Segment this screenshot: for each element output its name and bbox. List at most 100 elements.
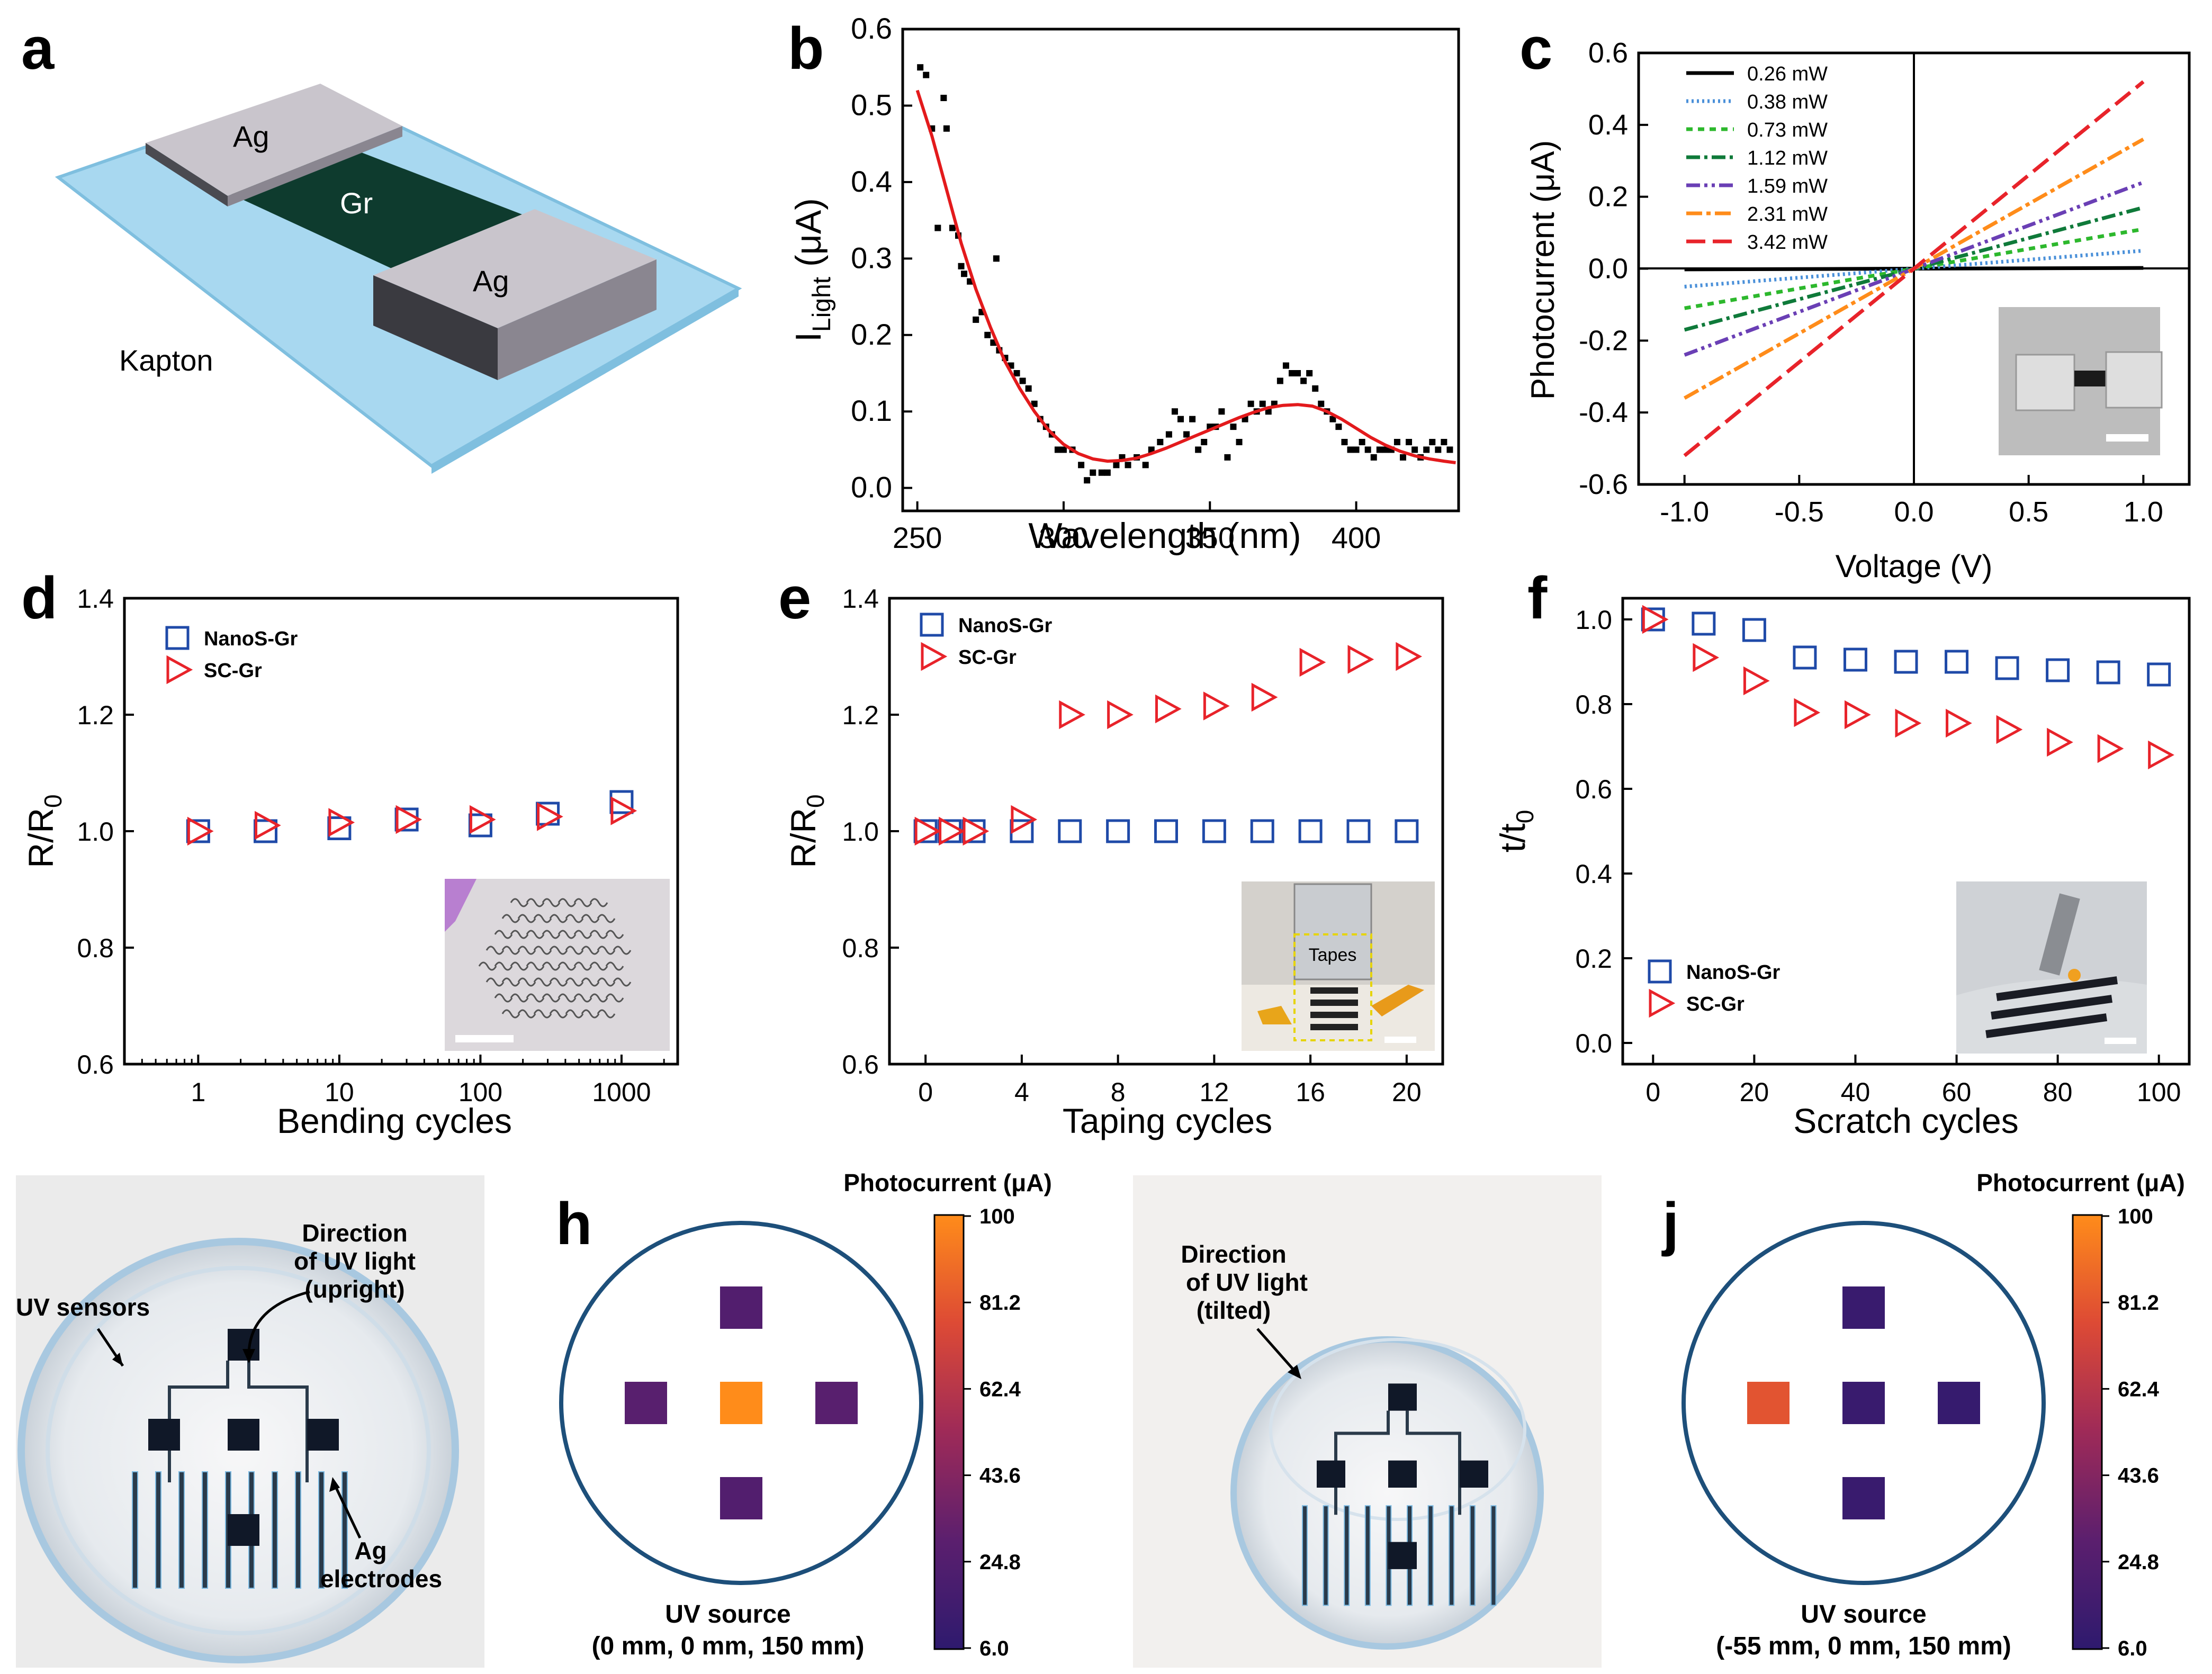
g-device-sensor-right (307, 1419, 339, 1451)
h-cell-bottom (720, 1477, 762, 1519)
chart-f-legend-marker (1649, 988, 1676, 1018)
chart-d-inset-mesh-unit (494, 993, 513, 1003)
chart-b-fit-curve (915, 89, 1456, 464)
chart-d-point-square (609, 790, 634, 814)
chart-b-point (1098, 469, 1105, 476)
g-device-electrode-line (272, 1471, 278, 1589)
panel-letter-d: d (21, 565, 57, 631)
device-schematic: Ag Gr Ag Kapton (55, 84, 742, 474)
chart-b-point (949, 224, 956, 231)
chart-d-xtick-label: 100 (458, 1077, 502, 1107)
chart-e-xtick-label: 8 (1111, 1077, 1126, 1107)
chart-b-ylabel-unit: (μA) (788, 198, 829, 277)
chart-d-point-triangle (395, 805, 422, 834)
h-colorbar (933, 1214, 965, 1650)
chart-e-point-square (1202, 819, 1226, 843)
i-label-direction-3: (tilted) (1197, 1297, 1271, 1324)
chart-f-point-square (1742, 618, 1766, 642)
chart-c-ytick-label: -0.4 (1579, 397, 1628, 428)
chart-d-inset-mesh-unit (581, 1009, 600, 1019)
heatmap-j: 100 81.2 62.4 43.6 24.8 6.0 Photocurrent (μA)… (1682, 1169, 2185, 1660)
chart-f: 0 20 40 60 80 100 0.0 0.2 0.4 0.6 0.8 1.0 NanoS-Gr S… (1493, 597, 2191, 1140)
chart-b-point (1078, 462, 1085, 469)
chart-b-ytick-label: 0.5 (851, 88, 892, 121)
chart-b-point (958, 263, 965, 269)
j-colorbar-tick-label: 81.2 (2118, 1291, 2159, 1315)
chart-d-inset-mesh-unit (542, 961, 561, 971)
chart-d-inset-mesh-unit (605, 930, 624, 939)
photo-i: Direction of UV light (tilted) (1133, 1175, 1602, 1668)
chart-f-point-square (1894, 650, 1918, 674)
chart-e-legend-marker (921, 642, 948, 671)
chart-b-point (934, 224, 941, 231)
chart-e-ytick-label: 0.6 (842, 1050, 879, 1079)
chart-c-legend-label: 0.73 mW (1747, 119, 1828, 141)
chart-e-ylabel: R/R0 (784, 794, 829, 868)
chart-c-ytick-label: 0.4 (1588, 109, 1628, 141)
chart-f-point-triangle (1693, 643, 1720, 672)
h-cell-right (815, 1382, 858, 1424)
label-gr: Gr (340, 186, 373, 220)
chart-b-point (1329, 416, 1336, 422)
g-label-direction-1: Direction (302, 1219, 407, 1247)
chart-d-inset-mesh-unit (533, 1009, 552, 1019)
chart-b-point (1400, 454, 1406, 461)
chart-d-inset-mesh-unit (485, 946, 505, 955)
j-colorbar-tick-label: 100 (2118, 1205, 2153, 1228)
j-dish-outline (1682, 1221, 2046, 1585)
chart-b-ytick-label: 0.2 (851, 318, 892, 351)
chart-f-xtick-label: 40 (1841, 1077, 1871, 1107)
chart-d-legend-label: SC-Gr (204, 660, 262, 682)
chart-d-inset-mesh-unit (517, 946, 536, 955)
chart-f-xtick-label: 100 (2137, 1077, 2181, 1107)
chart-b-xtick-label: 300 (1039, 521, 1088, 554)
chart-d-point-triangle (610, 796, 637, 825)
chart-d-inset-mesh-unit (573, 930, 592, 939)
chart-d-inset-mesh-unit (565, 1009, 584, 1019)
chart-e-inset-scalebar (1384, 1037, 1416, 1043)
chart-d-inset-mesh-unit (478, 961, 497, 971)
chart-d-inset-mesh-unit (533, 946, 552, 955)
chart-d-legend-label: NanoS-Gr (204, 628, 298, 650)
chart-b-point (1306, 370, 1313, 376)
chart-d-ytick-label: 1.2 (77, 700, 114, 730)
chart-b-point (1276, 377, 1283, 384)
chart-b-point (1429, 439, 1436, 445)
j-colorbar (2072, 1214, 2103, 1650)
panel-letter-b: b (788, 15, 824, 82)
h-cell-top (720, 1286, 762, 1329)
chart-b-point (1441, 439, 1447, 445)
chart-d-inset-mesh-unit (558, 898, 577, 907)
photo-g: UV sensors Direction of UV light (uprigh… (16, 1175, 484, 1668)
chart-b-point (1423, 446, 1430, 453)
chart-f-point-triangle (2047, 727, 2073, 757)
label-ag-top: Ag (233, 120, 269, 153)
chart-b-frame (901, 28, 1460, 512)
chart-f-ytick-label: 0.6 (1575, 775, 1612, 804)
chart-b-point (1446, 446, 1453, 453)
chart-c-xtick-label: 0.0 (1894, 496, 1934, 528)
silver-electrode-bottom (373, 209, 657, 328)
chart-d-xtick-label: 1 (191, 1077, 205, 1107)
h-colorbar-tick-label: 100 (979, 1205, 1015, 1228)
chart-f-point-triangle (1895, 708, 1922, 738)
g-device-electrode-line (202, 1471, 208, 1589)
chart-f-point-triangle (1642, 605, 1669, 634)
chart-f-point-square (2147, 662, 2171, 687)
chart-b-point (1347, 446, 1354, 453)
chart-d-inset-mesh-unit (605, 961, 624, 971)
chart-b-point (1406, 439, 1413, 445)
chart-b-ytick-label: 0.1 (851, 394, 892, 427)
chart-d-point-triangle (537, 802, 563, 831)
chart-e-point-triangle (1396, 642, 1423, 671)
chart-f-point-triangle (1996, 715, 2023, 744)
chart-b-point (1259, 400, 1266, 407)
j-colorbar-tick-label: 6.0 (2118, 1637, 2147, 1660)
chart-b-point (1393, 439, 1400, 445)
chart-d-legend-marker (166, 655, 193, 685)
chart-c-legend-label: 1.12 mW (1747, 147, 1828, 169)
chart-b-point (1411, 446, 1418, 453)
i-device-electrode-line (1490, 1505, 1497, 1606)
